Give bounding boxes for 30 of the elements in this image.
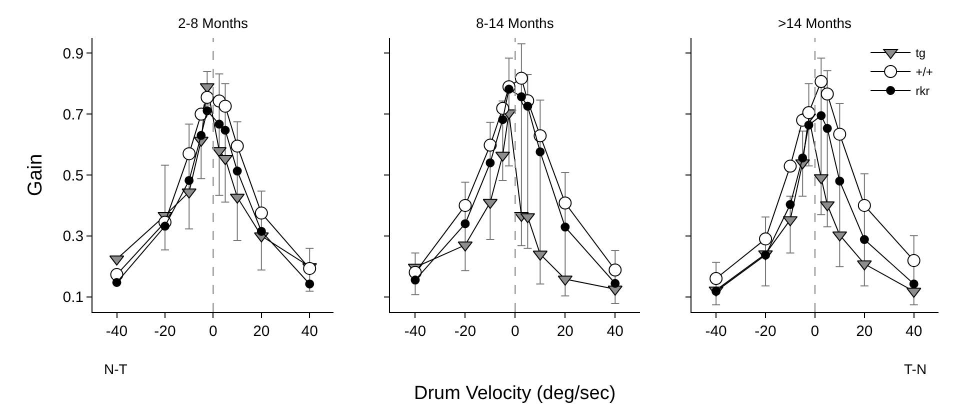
x-tick-label: -20	[754, 323, 776, 340]
y-axis-title: Gain	[24, 154, 46, 196]
legend-label: tg	[916, 46, 926, 60]
x-tick-label: 40	[906, 323, 922, 340]
x-tick-label: -20	[154, 323, 176, 340]
y-tick-label: 0.1	[62, 289, 84, 306]
y-tick-label: 0.5	[62, 167, 84, 184]
y-tick-label: 0.9	[62, 45, 84, 62]
text: N-T	[104, 361, 128, 377]
x-tick-label: 40	[301, 323, 318, 340]
x-tick-label: 20	[856, 323, 873, 340]
legend-label: rkr	[916, 84, 930, 98]
chart-title: >14 Months	[778, 15, 852, 31]
chart-title: 2-8 Months	[178, 15, 248, 31]
x-tick-label: -40	[106, 323, 128, 340]
chart-title: 8-14 Months	[476, 15, 554, 31]
x-tick-label: -40	[404, 323, 426, 340]
x-tick-label: 0	[810, 323, 820, 340]
x-tick-label: -20	[454, 323, 476, 340]
legend-label: +/+	[916, 65, 933, 80]
x-axis-title: Drum Velocity (deg/sec)	[414, 383, 616, 404]
x-tick-label: -40	[705, 323, 727, 340]
y-tick-label: 0.3	[62, 228, 84, 246]
x-tick-label: 20	[556, 323, 574, 340]
x-tick-label: 20	[253, 323, 270, 340]
x-tick-label: 40	[606, 323, 624, 340]
y-tick-label: 0.7	[62, 106, 84, 124]
x-tick-label: 0	[511, 323, 520, 340]
text: T-N	[904, 361, 927, 377]
x-tick-label: 0	[209, 323, 218, 340]
